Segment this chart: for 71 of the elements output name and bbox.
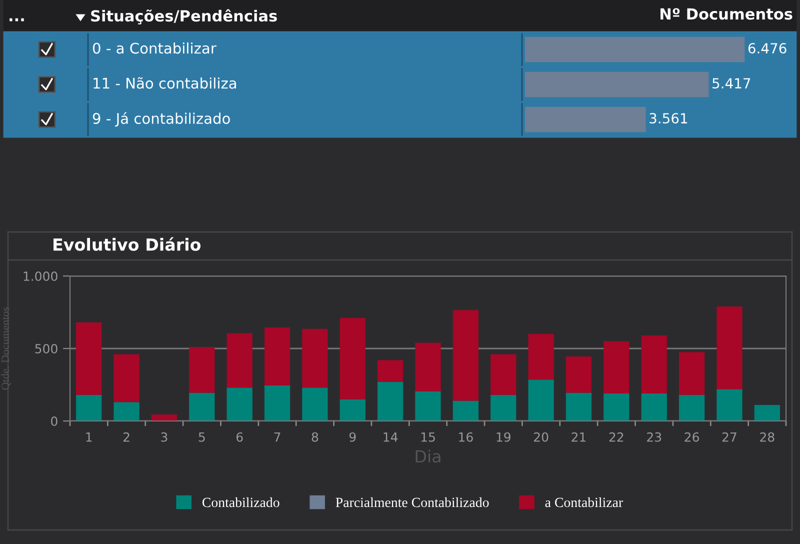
x-tick-label: 27: [722, 432, 736, 442]
bar: [528, 334, 554, 380]
x-tick-label: 21: [572, 432, 586, 442]
bar: [678, 394, 705, 421]
x-tick-label: 23: [647, 432, 662, 442]
x-tick-label: 6: [236, 432, 243, 442]
x-tick-label: 15: [421, 432, 435, 442]
bar: [604, 341, 630, 394]
y-tick-label: 0: [51, 416, 58, 426]
bar: [716, 389, 742, 421]
bar: [378, 360, 404, 382]
x-tick-label: 2: [123, 432, 130, 442]
x-tick-label: 5: [198, 432, 205, 442]
bar: [151, 414, 178, 421]
bar: [340, 399, 366, 421]
bar: [340, 318, 366, 400]
y-tick-label: 0 - a Contabilizar: [92, 42, 216, 54]
y-tick-label: 9 - Já contabilizado: [92, 112, 230, 127]
x-tick-label: 3: [161, 432, 168, 442]
bar: [114, 354, 140, 402]
bar: [114, 402, 140, 421]
bar: [226, 388, 252, 421]
bar: [302, 328, 328, 388]
bar: [566, 356, 592, 393]
bar: [528, 380, 554, 421]
x-tick-label: 26: [684, 432, 699, 442]
bar: [226, 333, 252, 388]
x-tick-label: 14: [384, 432, 398, 442]
bar: [754, 405, 780, 421]
data-label: 6.476: [748, 43, 786, 54]
bar: [678, 352, 705, 395]
legend-label: a Contabilizar: [545, 497, 623, 508]
bar: [566, 392, 592, 421]
y-axis-title: Situações/Pendências: [91, 9, 277, 24]
bar: [189, 392, 215, 421]
y-tick-label: 500: [35, 344, 58, 354]
x-tick-label: 9: [349, 432, 356, 442]
bar: [302, 388, 328, 421]
bar: [264, 327, 290, 386]
x-tick-label: 20: [534, 432, 548, 442]
data-label: 5.417: [712, 78, 750, 89]
x-axis-title: Nº Documentos: [660, 8, 792, 20]
bar: [415, 342, 441, 392]
bar: [641, 335, 667, 394]
chart-title: Evolutivo Diário: [54, 237, 201, 251]
y-tick-label: 11 - Não contabiliza: [94, 77, 236, 89]
x-tick-label: 1: [86, 432, 92, 442]
bar: [490, 394, 516, 421]
x-tick-label: 19: [496, 432, 510, 442]
bar: [452, 400, 478, 421]
bar: [604, 393, 630, 421]
legend-label: Contabilizado: [202, 497, 280, 508]
bar: [76, 394, 102, 421]
bar: [716, 306, 742, 390]
bar: [189, 347, 215, 393]
x-tick-label: 8: [312, 432, 318, 442]
x-tick-label: 16: [459, 432, 473, 442]
bar: [378, 382, 404, 421]
bar: [452, 310, 478, 401]
x-tick-label: 22: [609, 432, 624, 442]
bar: [415, 391, 441, 421]
x-tick-label: 28: [760, 432, 774, 442]
bar: [76, 322, 102, 395]
bar: [264, 385, 290, 421]
y-tick-label: 1.000: [24, 271, 58, 281]
bar: [490, 354, 516, 395]
text: ...: [10, 18, 24, 22]
x-tick-label: 7: [274, 432, 280, 442]
legend-label: Parcialmente Contabilizado: [336, 497, 489, 508]
data-label: 3.561: [650, 113, 688, 124]
bar: [641, 393, 667, 421]
